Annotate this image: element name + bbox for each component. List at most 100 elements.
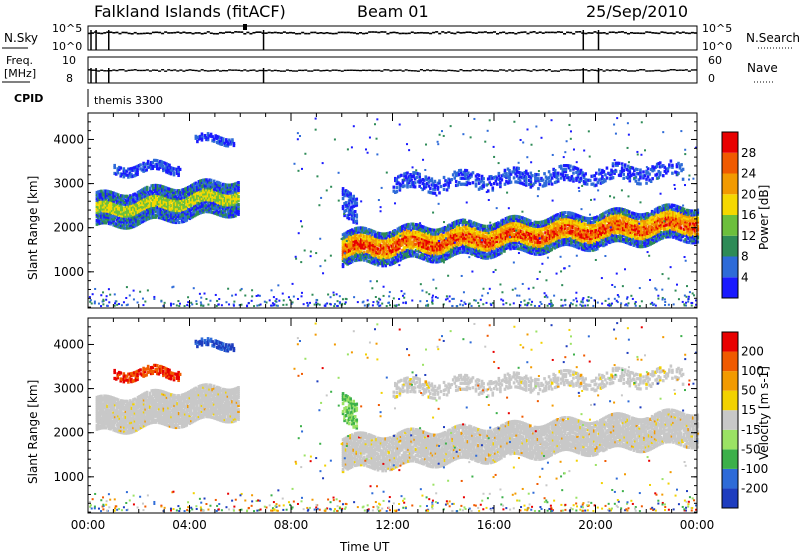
power-cell [599,223,602,228]
power-cell [618,225,622,229]
power-cell [356,234,360,238]
power-cell [678,207,681,212]
power-cell [423,240,427,244]
power-cell [629,230,633,234]
power-cell [97,206,100,210]
power-cell [605,242,608,246]
power-cell [190,198,193,202]
power-cell [109,198,112,202]
power-cell [148,200,152,204]
power-cell [451,239,454,243]
power-cell [659,213,663,217]
power-cell [158,190,161,194]
power-cell [394,190,397,195]
power-cell [228,187,231,191]
power-cell [381,240,384,244]
power-cell [556,232,560,237]
power-cell [585,236,588,240]
power-cell [104,205,108,209]
power-cell [220,198,224,202]
power-cell [535,238,538,242]
power-cell [109,216,112,220]
power-cell [478,225,482,229]
power-cell [529,225,532,229]
power-cell [515,238,518,242]
power-cell [382,234,386,238]
power-cell [130,167,133,171]
power-cell [127,200,131,204]
power-cell [379,246,383,250]
power-cell [408,250,412,254]
power-cell [480,249,483,254]
power-cell [180,206,184,210]
power-cell [220,192,224,196]
power-cell [547,249,550,253]
power-cell [688,219,692,223]
power-cell [226,187,230,191]
power-cell [370,247,374,251]
power-cell [414,252,418,256]
power-cell [163,167,167,171]
power-cell [445,227,448,231]
power-cell [445,250,448,255]
power-cell [417,233,421,237]
power-cell [602,230,605,234]
power-cell [217,183,221,187]
power-cell [557,232,561,236]
power-cell [606,239,610,243]
power-cell [694,238,698,242]
power-cell [218,183,222,187]
power-cell [136,168,139,172]
power-cell [474,253,477,257]
power-cell [535,230,538,235]
power-cell [646,235,649,240]
power-cell [142,215,146,219]
power-cell [167,197,170,201]
power-cell [603,233,607,237]
power-cell [113,171,116,176]
power-cell [360,230,363,234]
power-cell [560,243,564,247]
power-cell [167,205,170,209]
power-cell [436,228,439,232]
power-cell [404,235,407,239]
power-cell [367,228,371,232]
power-cell [442,244,445,248]
power-cell [455,227,459,231]
power-cell [211,185,214,189]
power-cell [643,234,646,238]
power-cell [458,230,462,235]
power-cell [678,223,681,227]
power-cell [98,207,102,211]
power-cell [408,232,412,236]
power-cell [221,212,225,216]
power-cell [672,235,675,239]
power-cell [168,211,172,215]
power-cell [481,238,485,242]
power-cell [672,209,675,214]
power-cell [223,201,227,205]
power-cell [168,209,172,213]
power-cell [682,231,686,235]
power-cell [468,237,471,241]
power-cell [161,216,164,221]
power-cell [650,221,654,226]
power-cell [662,233,666,238]
power-cell [627,218,631,222]
power-cell [475,230,479,234]
power-cell [621,229,625,234]
power-cell [175,169,179,173]
power-cell [679,208,683,212]
power-cell [369,244,372,248]
power-cell [494,252,497,256]
power-cell [673,232,677,236]
power-cell [562,233,566,237]
nave-label: Nave [747,61,778,75]
power-cell [574,241,578,245]
power-cell [173,198,176,203]
power-cell [605,232,608,236]
power-cell [208,198,211,202]
power-cell [676,231,680,235]
power-cell [507,223,511,227]
power-cell [494,234,497,238]
